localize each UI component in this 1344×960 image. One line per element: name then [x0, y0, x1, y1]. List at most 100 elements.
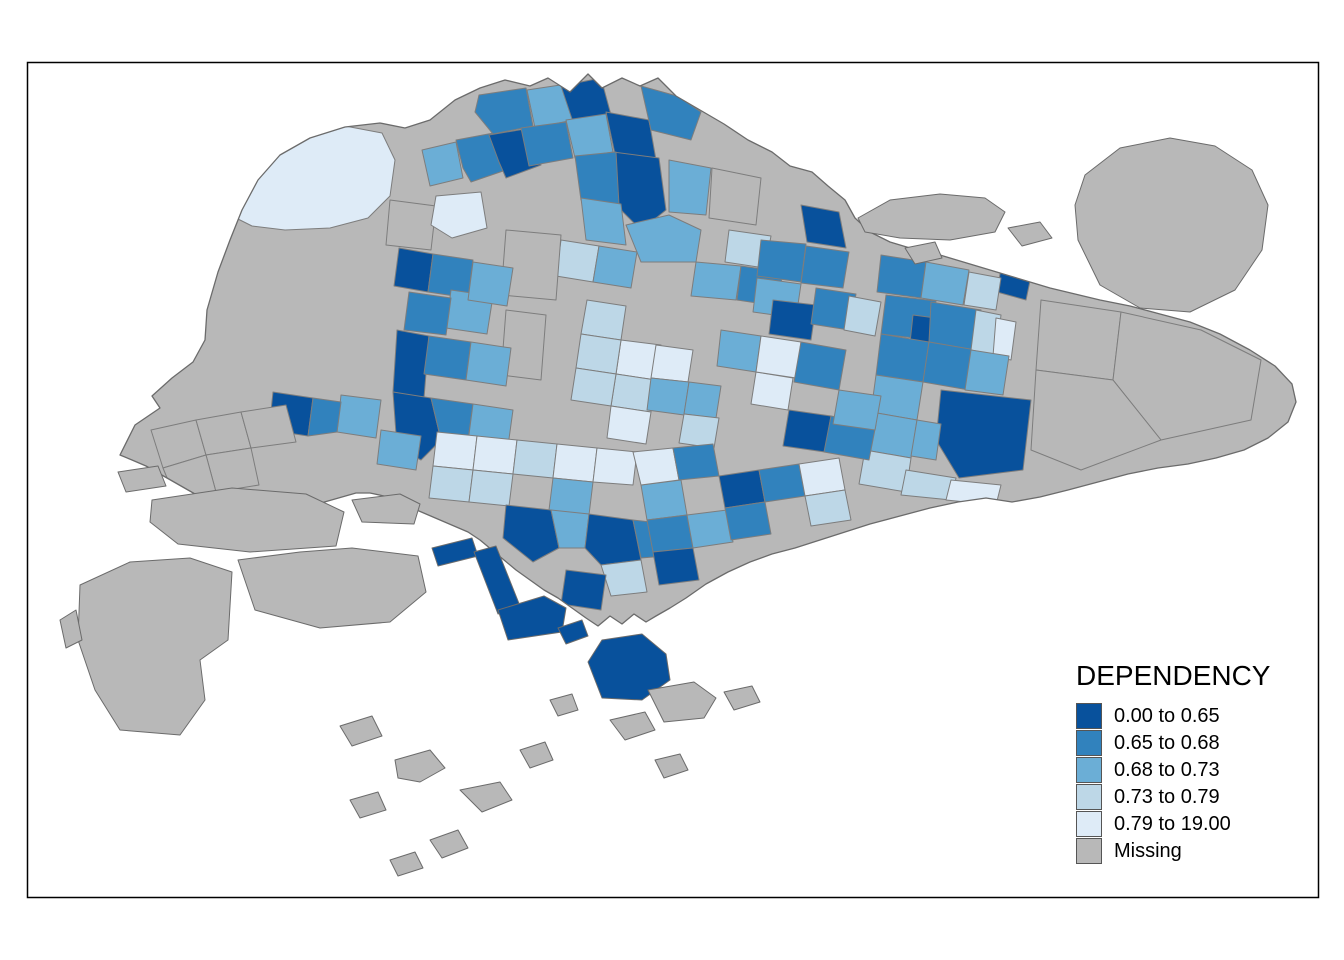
island-polygon [497, 595, 567, 641]
subzone-polygon [580, 197, 627, 246]
island-polygon [654, 753, 689, 779]
subzone-polygon [755, 335, 802, 379]
subzone-polygon [686, 509, 734, 549]
subzone-polygon [428, 465, 474, 503]
legend-item: 0.79 to 19.00 [1076, 811, 1270, 837]
subzone-polygon [1035, 299, 1122, 381]
island-polygon [339, 715, 383, 747]
legend-items: 0.00 to 0.65 0.65 to 0.68 0.68 to 0.73 0.73… [1076, 702, 1270, 865]
subzone-polygon [750, 371, 794, 411]
legend-swatch [1076, 757, 1102, 783]
island-polygon [389, 851, 424, 877]
subzone-polygon [708, 167, 762, 226]
subzone-polygon [768, 299, 817, 341]
subzone-polygon [560, 569, 607, 611]
legend-label: 0.00 to 0.65 [1114, 705, 1220, 727]
subzone-polygon [555, 239, 600, 283]
subzone-polygon [718, 469, 766, 509]
subzone-polygon [520, 121, 574, 167]
subzone-polygon [800, 204, 847, 249]
subzone-polygon [690, 261, 742, 301]
subzone-polygon [683, 381, 722, 419]
island-polygon [459, 781, 513, 813]
island-polygon [237, 547, 427, 629]
legend-label: 0.79 to 19.00 [1114, 813, 1231, 835]
subzone-polygon [552, 443, 598, 483]
subzone-polygon [574, 151, 620, 206]
mainland-group [120, 74, 1296, 626]
island-polygon [557, 619, 589, 645]
legend-swatch [1076, 811, 1102, 837]
subzone-polygon [393, 247, 434, 293]
subzone-polygon [724, 501, 772, 541]
legend-item: 0.65 to 0.68 [1076, 730, 1270, 756]
subzone-polygon [798, 457, 846, 497]
subzone-polygon [758, 463, 806, 503]
island-polygon [1074, 137, 1269, 313]
legend-item: 0.00 to 0.65 [1076, 703, 1270, 729]
subzone-polygon [640, 85, 702, 141]
subzone-polygon [392, 329, 430, 399]
island-polygon [587, 633, 671, 701]
island-polygon [723, 685, 761, 711]
subzone-polygon [403, 291, 452, 336]
subzone-polygon [716, 329, 762, 373]
subzone-polygon [240, 404, 297, 449]
legend-swatch [1076, 730, 1102, 756]
subzone-polygon [565, 113, 614, 159]
subzone-polygon [600, 559, 648, 597]
subzone-polygon [668, 159, 712, 216]
subzone-polygon [606, 405, 652, 445]
subzone-polygon [832, 389, 882, 431]
legend-item: 0.73 to 0.79 [1076, 784, 1270, 810]
subzone-polygon [467, 261, 514, 307]
subzone-polygon [678, 413, 720, 449]
subzone-polygon [421, 141, 464, 187]
subzone-polygon [793, 341, 847, 391]
legend-swatch [1076, 784, 1102, 810]
subzone-polygon [468, 469, 514, 507]
subzone-polygon [650, 344, 694, 383]
subzone-polygon [472, 435, 518, 475]
legend-swatch [1076, 838, 1102, 864]
subzone-polygon [592, 447, 638, 486]
subzone-polygon [843, 295, 882, 337]
island-polygon [429, 829, 469, 859]
island-polygon [857, 193, 1006, 241]
subzone-polygon [756, 239, 807, 283]
subzone-polygon [646, 514, 694, 553]
subzone-polygon [782, 409, 832, 453]
subzone-polygon [548, 477, 594, 516]
subzone-polygon [307, 397, 342, 437]
legend: DEPENDENCY 0.00 to 0.65 0.65 to 0.68 0.68 … [1076, 660, 1270, 865]
island-polygon [904, 241, 943, 265]
subzone-polygon [336, 394, 382, 439]
legend-label: 0.73 to 0.79 [1114, 786, 1220, 808]
island-polygon [351, 493, 421, 525]
island-polygon [349, 791, 387, 819]
subzone-polygon [570, 367, 617, 407]
subzone-polygon [920, 261, 970, 306]
subzone-polygon [430, 191, 488, 239]
island-polygon [394, 749, 446, 783]
legend-item: Missing [1076, 838, 1270, 864]
legend-label: 0.65 to 0.68 [1114, 732, 1220, 754]
subzone-polygon [385, 199, 437, 251]
subzone-polygon [652, 547, 700, 586]
subzone-polygon [672, 443, 720, 481]
plot-frame [26, 61, 1320, 899]
subzone-polygon [632, 447, 680, 486]
subzone-polygon [963, 271, 1002, 311]
subzone-polygon [1030, 369, 1162, 471]
subzone-polygon [640, 479, 688, 521]
legend-item: 0.68 to 0.73 [1076, 757, 1270, 783]
subzone-polygon [512, 439, 558, 479]
legend-label: Missing [1114, 840, 1182, 862]
island-polygon [149, 487, 345, 553]
subzone-polygon [580, 299, 627, 341]
subzone-polygon [474, 87, 534, 135]
subzone-polygon [465, 341, 512, 387]
subzone-polygon [502, 504, 560, 563]
